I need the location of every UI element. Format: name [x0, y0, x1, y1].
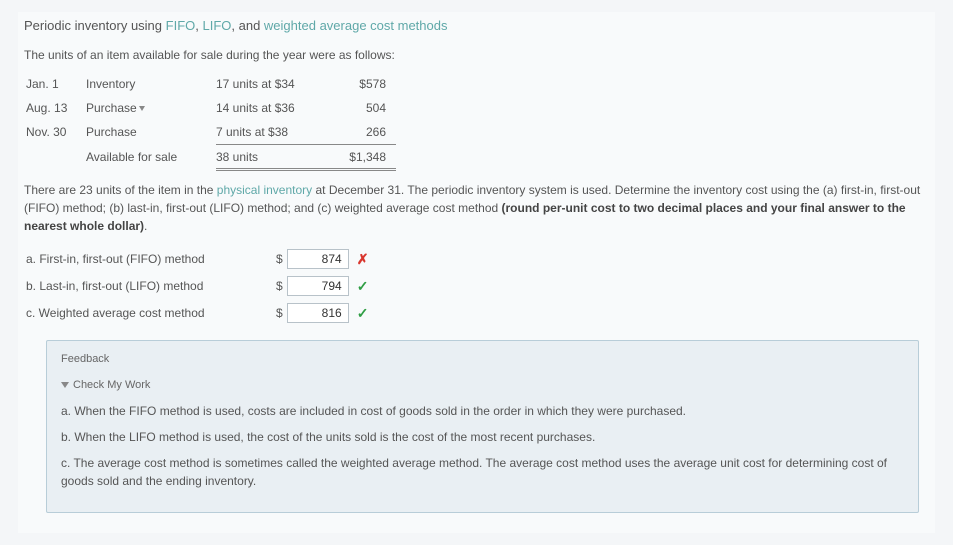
- answer-input-a[interactable]: [287, 249, 349, 269]
- title-sep2: , and: [231, 18, 264, 33]
- instr-part-a: There are 23 units of the item in the: [24, 183, 217, 197]
- check-my-work-toggle[interactable]: Check My Work: [61, 377, 904, 394]
- wrong-icon: ✗: [357, 249, 369, 270]
- title-hl-wac: weighted average cost methods: [264, 18, 448, 33]
- chevron-down-icon: [61, 382, 69, 388]
- table-row: Jan. 1 Inventory 17 units at $34 $578: [26, 72, 396, 96]
- cell-total: 266: [326, 120, 396, 145]
- table-row: Nov. 30 Purchase 7 units at $38 266: [26, 120, 396, 145]
- feedback-line: b. When the LIFO method is used, the cos…: [61, 428, 904, 446]
- feedback-heading: Feedback: [61, 351, 904, 368]
- cell-desc: Purchase: [86, 96, 216, 120]
- table-total-row: Available for sale 38 units $1,348: [26, 144, 396, 169]
- cell-units: 17 units at $34: [216, 72, 326, 96]
- instr-part-c: .: [144, 219, 147, 233]
- answer-row-c: c. Weighted average cost method $ ✓: [26, 303, 929, 324]
- cell-units: 38 units: [216, 144, 326, 169]
- dropdown-icon: [139, 106, 145, 111]
- answer-row-b: b. Last-in, first-out (LIFO) method $ ✓: [26, 276, 929, 297]
- inventory-table: Jan. 1 Inventory 17 units at $34 $578 Au…: [26, 72, 396, 171]
- answer-input-c[interactable]: [287, 303, 349, 323]
- answers-section: a. First-in, first-out (FIFO) method $ ✗…: [26, 249, 929, 324]
- cell-total: $578: [326, 72, 396, 96]
- cell-date: Aug. 13: [26, 96, 86, 120]
- check-icon: ✓: [357, 276, 369, 297]
- feedback-panel: Feedback Check My Work a. When the FIFO …: [46, 340, 919, 513]
- feedback-line: a. When the FIFO method is used, costs a…: [61, 402, 904, 420]
- cell-units: 7 units at $38: [216, 120, 326, 145]
- check-my-work-label: Check My Work: [73, 377, 150, 394]
- dollar-sign: $: [276, 250, 283, 268]
- cell-desc: Inventory: [86, 72, 216, 96]
- title-hl-lifo: LIFO: [202, 18, 231, 33]
- answer-label: b. Last-in, first-out (LIFO) method: [26, 277, 276, 295]
- cell-date: Nov. 30: [26, 120, 86, 145]
- check-icon: ✓: [357, 303, 369, 324]
- cell-desc: Available for sale: [86, 144, 216, 169]
- title-hl-fifo: FIFO: [166, 18, 196, 33]
- answer-row-a: a. First-in, first-out (FIFO) method $ ✗: [26, 249, 929, 270]
- cell-desc: Purchase: [86, 120, 216, 145]
- cell-date: Jan. 1: [26, 72, 86, 96]
- answer-label: c. Weighted average cost method: [26, 304, 276, 322]
- answer-input-b[interactable]: [287, 276, 349, 296]
- feedback-line: c. The average cost method is sometimes …: [61, 454, 904, 490]
- cell-units: 14 units at $36: [216, 96, 326, 120]
- dollar-sign: $: [276, 304, 283, 322]
- instructions: There are 23 units of the item in the ph…: [24, 181, 929, 235]
- cell-total: 504: [326, 96, 396, 120]
- intro-text: The units of an item available for sale …: [24, 46, 929, 64]
- page-title: Periodic inventory using FIFO, LIFO, and…: [24, 16, 929, 36]
- table-row: Aug. 13 Purchase 14 units at $36 504: [26, 96, 396, 120]
- title-prefix: Periodic inventory using: [24, 18, 166, 33]
- instr-highlight: physical inventory: [217, 183, 312, 197]
- cell-total: $1,348: [326, 144, 396, 169]
- dollar-sign: $: [276, 277, 283, 295]
- answer-label: a. First-in, first-out (FIFO) method: [26, 250, 276, 268]
